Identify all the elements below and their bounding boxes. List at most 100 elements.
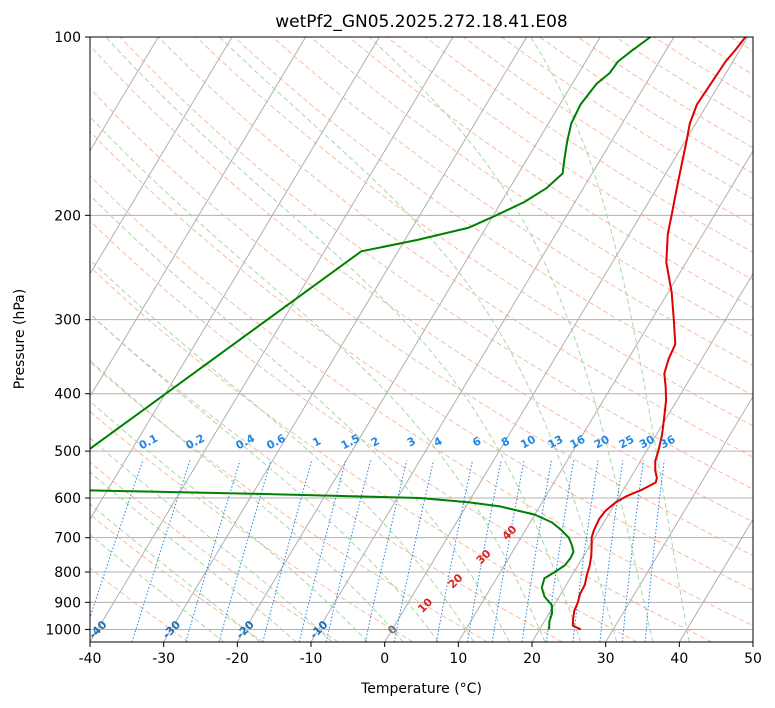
moist-adiabat-line: [90, 313, 439, 642]
mixing-ratio-label: 0.6: [264, 432, 288, 453]
mixing-ratio-label: 1: [310, 434, 323, 449]
dry-adiabat-line: [310, 37, 753, 337]
dry-adiabat-line: [196, 37, 753, 427]
dry-adiabat-line: [90, 361, 488, 642]
mixing-ratio-line: [467, 460, 502, 642]
moist-adiabat-line: [530, 37, 690, 642]
isotherm-line: [605, 395, 753, 642]
dry-adiabat-line: [90, 220, 712, 642]
mixing-ratio-line: [545, 460, 575, 642]
mixing-ratio-line: [131, 460, 191, 642]
mixing-ratio-label: 0.4: [234, 432, 258, 453]
isotherm-line: [752, 641, 753, 642]
dry-adiabat-line: [90, 410, 414, 642]
y-tick-label: 500: [54, 444, 81, 460]
mixing-ratio-line: [393, 460, 434, 642]
mixing-ratio-line: [572, 460, 599, 642]
x-tick-label: -30: [152, 651, 175, 667]
x-tick-label: -10: [300, 651, 323, 667]
dry-adiabat-line: [348, 37, 753, 309]
mixing-ratio-label: 10: [518, 433, 538, 452]
mixing-ratio-label: 2: [369, 434, 382, 449]
isotherm-line: [384, 37, 749, 642]
mixing-ratio-label: 6: [470, 434, 483, 449]
moist-adiabat-line: [90, 258, 475, 642]
mixing-ratio-label: 3: [405, 434, 418, 449]
dry-adiabat-line: [90, 87, 753, 557]
x-tick-label: -20: [226, 651, 249, 667]
mixing-ratio-line: [621, 460, 644, 642]
mixing-ratio-line: [435, 460, 473, 642]
y-tick-label: 200: [54, 208, 81, 224]
dry-adiabat-line: [90, 175, 753, 627]
x-tick-label: 50: [744, 651, 762, 667]
x-axis-label: Temperature (°C): [360, 681, 482, 697]
isotherm-line: [678, 518, 753, 642]
mixing-ratio-label: 25: [617, 433, 637, 452]
isotherm-line: [163, 37, 528, 642]
mixing-ratio-line: [364, 460, 408, 642]
dry-adiabat-line: [90, 513, 264, 642]
dry-adiabat-line: [501, 37, 753, 200]
dry-adiabat-line: [90, 313, 563, 642]
dry-adiabat-label: -50: [13, 618, 36, 641]
moist-adiabat-line: [90, 534, 225, 642]
plot-area: 0.10.20.40.611.52346810131620253036-100-…: [0, 37, 753, 642]
mixing-ratio-line: [521, 460, 552, 642]
dry-adiabat-label: 40: [500, 522, 520, 542]
moist-adiabat-line: [90, 437, 333, 642]
y-axis-ticks: 100 200 300 400 500 600 700 800 900 1000: [45, 30, 90, 638]
isotherm-line: [90, 37, 159, 152]
dewpoint-line: [90, 37, 651, 630]
dry-adiabat-line: [653, 37, 753, 100]
dry-adiabat-line: [119, 37, 753, 490]
y-tick-label: 900: [54, 595, 81, 611]
mixing-ratio-line: [262, 460, 313, 642]
dry-adiabat-line: [424, 37, 753, 253]
dry-adiabat-line: [90, 266, 638, 642]
x-axis-ticks: -40 -30 -20 -10 0 10 20 30 40 50: [79, 642, 762, 667]
dry-adiabat-line: [577, 37, 753, 149]
dry-adiabat-line: [90, 130, 753, 591]
mixing-ratio-line: [491, 460, 525, 642]
isotherm-line: [236, 37, 601, 642]
isotherm-line: [90, 37, 307, 398]
y-tick-label: 400: [54, 387, 81, 403]
isotherm-line: [0, 37, 11, 642]
dry-adiabats: [90, 37, 753, 642]
x-tick-label: 0: [380, 651, 389, 667]
mixing-ratio-label: 30: [637, 433, 657, 452]
isotherm-line: [457, 149, 753, 642]
mixing-ratio-lines: [90, 460, 665, 642]
moist-adiabat-line: [219, 37, 618, 642]
isotherm-gridlines: [0, 37, 753, 642]
mixing-ratio-line: [599, 460, 624, 642]
dry-adiabat-line: [234, 37, 753, 396]
dry-adiabat-label: 20: [446, 571, 466, 591]
y-axis-label: Pressure (hPa): [12, 289, 28, 389]
chart-title: wetPf2_GN05.2025.272.18.41.E08: [275, 12, 567, 32]
mixing-ratio-label: 20: [592, 433, 612, 452]
dry-adiabat-line: [272, 37, 753, 366]
plot-frame: [89, 36, 754, 643]
dry-adiabat-line: [386, 37, 753, 281]
y-tick-label: 800: [54, 565, 81, 581]
dry-adiabat-line: [90, 45, 753, 523]
moist-adiabat-line: [368, 37, 654, 642]
dry-adiabat-line: [463, 37, 753, 227]
x-tick-label: 40: [670, 651, 688, 667]
dry-adiabat-label: 10: [415, 595, 435, 615]
isotherm-line: [90, 37, 380, 521]
dry-adiabat-label: -20: [234, 618, 257, 641]
mixing-ratio-line: [644, 460, 665, 642]
moist-adiabat-line: [90, 471, 297, 642]
dry-adiabat-label: -30: [160, 618, 183, 641]
x-tick-label: 20: [523, 651, 541, 667]
isotherm-line: [90, 37, 233, 275]
temperature-line: [571, 37, 747, 631]
y-tick-label: 1000: [45, 622, 81, 638]
isotherm-line: [90, 37, 454, 642]
dry-adiabat-line: [90, 461, 339, 642]
dry-adiabat-label: 30: [474, 547, 494, 567]
